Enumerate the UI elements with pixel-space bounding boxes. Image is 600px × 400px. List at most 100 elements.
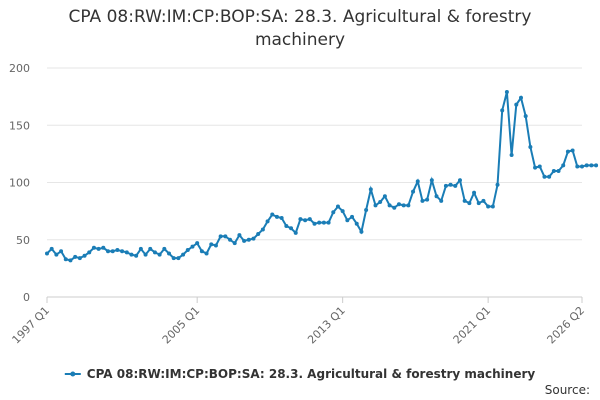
- point: [218, 234, 223, 239]
- point: [303, 218, 308, 223]
- legend-label: CPA 08:RW:IM:CP:BOP:SA: 28.3. Agricultur…: [87, 367, 536, 381]
- point: [523, 114, 528, 119]
- point: [472, 190, 477, 195]
- y-tick-label: 100: [9, 177, 30, 190]
- point: [293, 230, 298, 235]
- point: [260, 227, 265, 232]
- point: [518, 95, 523, 100]
- point: [148, 246, 153, 251]
- point: [242, 238, 247, 243]
- point: [387, 203, 392, 208]
- point: [335, 204, 340, 209]
- point: [429, 178, 434, 183]
- point: [162, 246, 167, 251]
- point: [185, 248, 190, 253]
- point: [565, 149, 570, 154]
- point: [462, 198, 467, 203]
- point: [270, 212, 275, 217]
- point: [45, 251, 49, 256]
- point: [87, 250, 92, 255]
- chart-title: CPA 08:RW:IM:CP:BOP:SA: 28.3. Agricultur…: [68, 7, 532, 50]
- point: [298, 217, 303, 222]
- point: [378, 199, 383, 204]
- point: [204, 251, 209, 256]
- point: [528, 145, 533, 150]
- point: [594, 163, 599, 168]
- point: [181, 252, 186, 257]
- point: [406, 203, 411, 208]
- point: [401, 203, 406, 208]
- point: [101, 245, 106, 250]
- point: [106, 249, 111, 254]
- point: [415, 179, 420, 184]
- point: [580, 164, 584, 169]
- point: [167, 251, 172, 256]
- point: [547, 174, 552, 179]
- point: [575, 164, 580, 169]
- point: [63, 257, 68, 262]
- legend-marker: [70, 371, 76, 377]
- point: [537, 164, 542, 169]
- point: [354, 221, 359, 226]
- y-tick-label: 200: [9, 62, 30, 75]
- point: [115, 248, 120, 253]
- point: [514, 102, 519, 107]
- point: [77, 256, 82, 261]
- point: [425, 197, 430, 202]
- point: [274, 214, 279, 219]
- point: [533, 165, 538, 170]
- point: [265, 219, 270, 224]
- y-tick-label: 0: [23, 291, 30, 304]
- point: [448, 182, 453, 187]
- series-line: [46, 91, 597, 262]
- point: [171, 256, 176, 261]
- point: [237, 233, 242, 238]
- source-label: Source:: [545, 383, 590, 397]
- point: [289, 226, 294, 231]
- point: [317, 220, 322, 225]
- point: [486, 204, 491, 209]
- point: [82, 253, 87, 258]
- point: [91, 245, 96, 250]
- point: [589, 163, 594, 168]
- point: [504, 90, 509, 95]
- point: [223, 234, 228, 239]
- x-tick-label: 2013 Q1: [305, 304, 348, 347]
- point: [561, 163, 566, 168]
- point: [392, 205, 397, 210]
- point: [49, 246, 54, 251]
- point: [439, 198, 444, 203]
- point: [350, 214, 355, 219]
- point: [556, 169, 561, 174]
- point: [584, 163, 589, 168]
- point: [96, 246, 101, 251]
- point: [500, 108, 505, 113]
- point: [382, 194, 387, 199]
- point: [152, 250, 157, 255]
- point: [321, 220, 326, 225]
- point: [481, 198, 486, 203]
- point: [213, 243, 218, 248]
- point: [396, 202, 401, 207]
- point: [373, 203, 378, 208]
- point: [326, 220, 331, 225]
- point: [453, 183, 458, 188]
- point: [551, 169, 556, 174]
- point: [251, 236, 256, 241]
- point: [331, 210, 336, 215]
- legend-item: CPA 08:RW:IM:CP:BOP:SA: 28.3. Agricultur…: [64, 367, 536, 381]
- point: [209, 242, 214, 247]
- x-tick-label: 2021 Q1: [451, 304, 494, 347]
- point: [110, 249, 115, 254]
- point: [129, 252, 134, 257]
- point: [340, 209, 345, 214]
- point: [59, 249, 64, 254]
- point: [364, 207, 369, 212]
- point: [509, 153, 514, 158]
- point: [542, 174, 547, 179]
- point: [54, 252, 59, 257]
- point: [307, 217, 312, 222]
- point: [246, 237, 251, 242]
